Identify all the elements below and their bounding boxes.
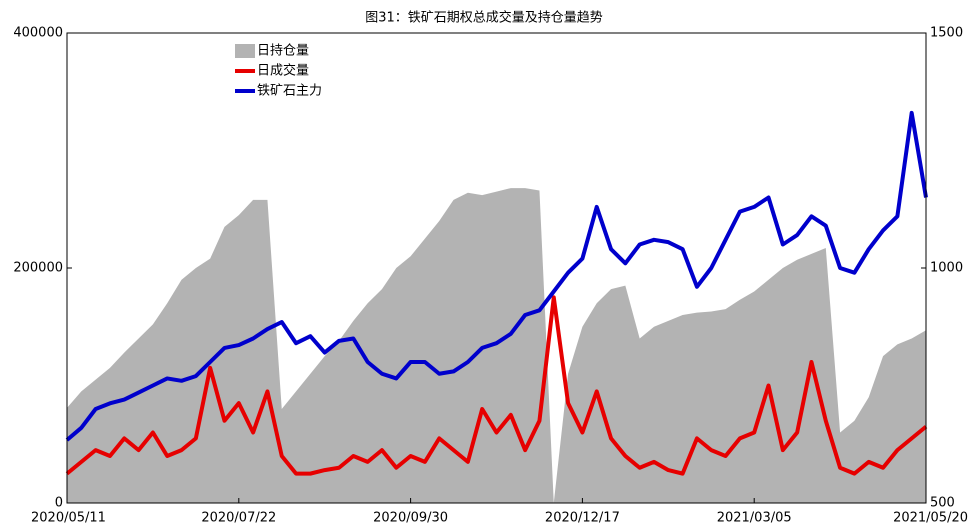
x-tick-label: 2021/05/20 (893, 511, 968, 526)
legend-label: 日成交量 (257, 63, 309, 79)
y-tick-label: 0 (55, 496, 63, 511)
y2-tick-label: 1000 (930, 261, 963, 276)
legend-swatch (235, 44, 255, 58)
line (65, 110, 928, 442)
x-tick-label: 2021/03/05 (717, 511, 792, 526)
chart-title: 图31：铁矿石期权总成交量及持仓量趋势 (365, 10, 603, 26)
y2-tick-label: 500 (930, 496, 955, 511)
x-tick-label: 2020/12/17 (545, 511, 620, 526)
x-tick-label: 2020/07/22 (201, 511, 276, 526)
y-tick-label: 400000 (13, 26, 63, 41)
area (67, 188, 926, 503)
x-tick-label: 2020/05/11 (31, 511, 106, 526)
line (65, 295, 928, 476)
legend-label: 铁矿石主力 (257, 84, 322, 99)
x-tick-label: 2020/09/30 (373, 511, 448, 526)
legend-label: 日持仓量 (257, 44, 309, 59)
y2-tick-label: 1500 (930, 26, 963, 41)
y-tick-label: 200000 (13, 261, 63, 276)
